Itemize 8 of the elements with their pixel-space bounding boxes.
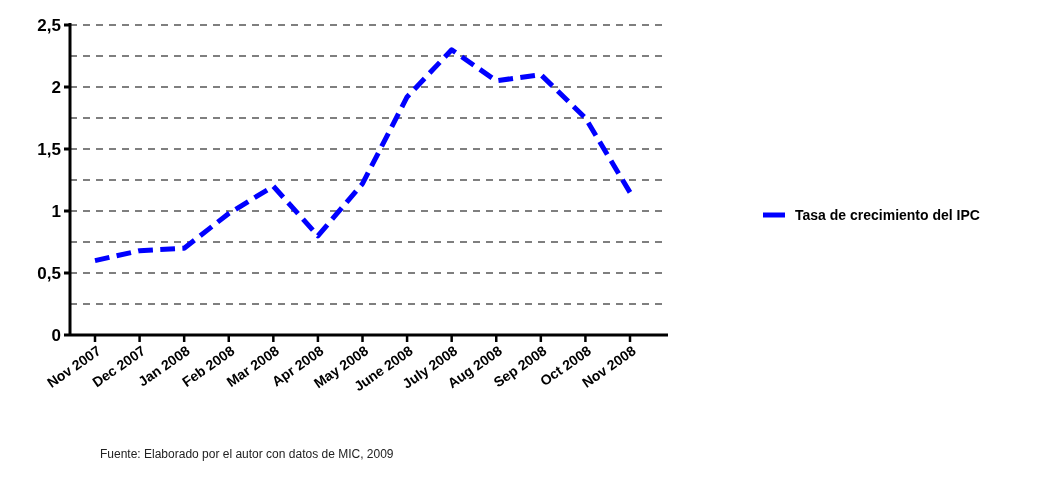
y-tick-label: 2,5 — [37, 15, 61, 35]
y-tick-label: 2 — [51, 77, 61, 97]
source-note: Fuente: Elaborado por el autor con datos de MIC, 2009 — [100, 447, 394, 461]
y-tick-label: 0 — [51, 325, 61, 345]
legend-label: Tasa de crecimiento del IPC — [795, 206, 980, 223]
y-tick-label: 0,5 — [37, 263, 61, 283]
y-tick-label: 1,5 — [37, 139, 61, 159]
y-tick-label: 1 — [51, 201, 61, 221]
